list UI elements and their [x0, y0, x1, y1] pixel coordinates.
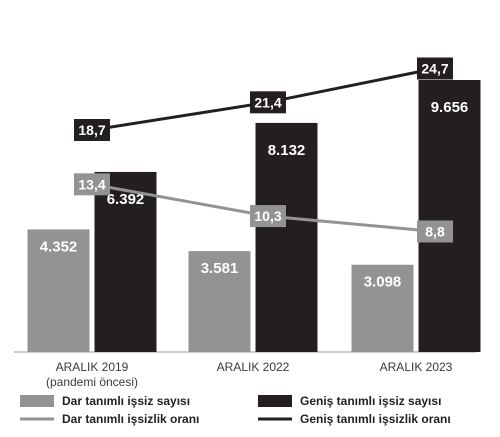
- legend-label-dar-tanimli-issiz-sayisi: Dar tanımlı işsiz sayısı: [62, 394, 190, 408]
- line-marker-layer: 13,4 10,3 8,8 18,7 21,4 24,7: [74, 57, 453, 243]
- line-marker-dar-tanimli-issizlik-orani-2: [417, 220, 453, 243]
- line-value-label-genis-tanimli-issizlik-orani-2: 24,7: [421, 61, 448, 77]
- line-value-label-genis-tanimli-issizlik-orani-1: 21,4: [254, 94, 281, 110]
- legend: Dar tanımlı işsiz sayısı Geniş tanımlı iş…: [20, 394, 451, 426]
- line-value-label-dar-tanimli-issizlik-orani-0: 13,4: [78, 176, 105, 192]
- line-marker-genis-tanimli-issizlik-orani-2: [417, 57, 453, 80]
- legend-label-genis-tanimli-issizlik-orani: Geniş tanımlı işsizlik oranı: [300, 412, 451, 426]
- legend-swatch-dar-tanimli-issiz-sayisi: [20, 395, 54, 407]
- category-label-layer: ARALIK 2019(pandemi öncesi) ARALIK 2022 AR…: [46, 360, 453, 389]
- bar-dar-tanimli-issiz-sayisi-0: [27, 229, 90, 352]
- bar-genis-tanimli-issiz-sayisi-0: [94, 171, 157, 352]
- line-marker-dar-tanimli-issizlik-orani-1: [250, 205, 286, 228]
- line-value-label-dar-tanimli-issizlik-orani-1: 10,3: [254, 208, 281, 224]
- bar-dar-tanimli-issiz-sayisi-1: [188, 251, 251, 352]
- line-value-label-genis-tanimli-issizlik-orani-0: 18,7: [78, 122, 105, 138]
- bar-layer: 4.352 6.392 3.581 8.132 3.098 9.656: [27, 80, 481, 352]
- bar-value-label-dar-tanimli-issiz-sayisi-0: 4.352: [40, 238, 78, 255]
- line-marker-genis-tanimli-issizlik-orani-0: [74, 119, 110, 141]
- bar-value-label-genis-tanimli-issiz-sayisi-1: 8.132: [268, 142, 306, 159]
- bar-value-label-genis-tanimli-issiz-sayisi-0: 6.392: [107, 191, 145, 208]
- category-label-0: ARALIK 2019: [56, 360, 129, 374]
- legend-label-genis-tanimli-issiz-sayisi: Geniş tanımlı işsiz sayısı: [300, 394, 441, 408]
- bar-genis-tanimli-issiz-sayisi-2: [418, 80, 481, 352]
- bar-genis-tanimli-issiz-sayisi-1: [255, 122, 318, 352]
- legend-label-dar-tanimli-issizlik-orani: Dar tanımlı işsizlik oranı: [62, 412, 199, 426]
- line-marker-genis-tanimli-issizlik-orani-1: [250, 91, 286, 114]
- category-label-0-sub: (pandemi öncesi): [46, 375, 138, 389]
- category-label-1: ARALIK 2022: [217, 360, 290, 374]
- legend-swatch-genis-tanimli-issiz-sayisi: [258, 395, 292, 407]
- bar-value-label-dar-tanimli-issiz-sayisi-1: 3.581: [201, 260, 239, 277]
- line-value-label-dar-tanimli-issizlik-orani-2: 8,8: [425, 223, 445, 239]
- line-marker-dar-tanimli-issizlik-orani-0: [74, 173, 110, 196]
- bar-value-label-genis-tanimli-issiz-sayisi-2: 9.656: [431, 99, 469, 116]
- category-label-2: ARALIK 2023: [380, 360, 453, 374]
- bar-dar-tanimli-issiz-sayisi-2: [351, 264, 414, 352]
- bar-value-label-dar-tanimli-issiz-sayisi-2: 3.098: [364, 274, 402, 291]
